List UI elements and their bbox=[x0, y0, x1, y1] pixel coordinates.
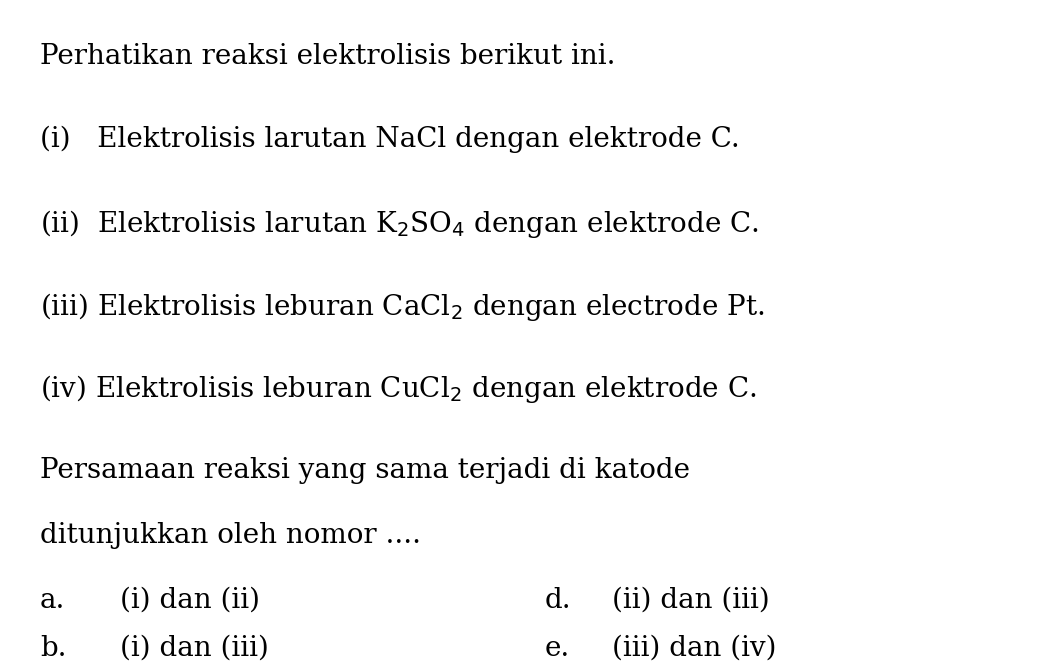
Text: (i) dan (ii): (i) dan (ii) bbox=[120, 587, 261, 614]
Text: b.: b. bbox=[40, 635, 66, 661]
Text: (i)   Elektrolisis larutan NaCl dengan elektrode C.: (i) Elektrolisis larutan NaCl dengan ele… bbox=[40, 126, 739, 153]
Text: Perhatikan reaksi elektrolisis berikut ini.: Perhatikan reaksi elektrolisis berikut i… bbox=[40, 43, 616, 70]
Text: (i) dan (iii): (i) dan (iii) bbox=[120, 635, 269, 661]
Text: d.: d. bbox=[544, 587, 571, 614]
Text: (ii) dan (iii): (ii) dan (iii) bbox=[612, 587, 771, 614]
Text: (iii) Elektrolisis leburan CaCl$_2$ dengan electrode Pt.: (iii) Elektrolisis leburan CaCl$_2$ deng… bbox=[40, 291, 764, 323]
Text: Persamaan reaksi yang sama terjadi di katode: Persamaan reaksi yang sama terjadi di ka… bbox=[40, 457, 690, 485]
Text: (iii) dan (iv): (iii) dan (iv) bbox=[612, 635, 777, 661]
Text: ditunjukkan oleh nomor ....: ditunjukkan oleh nomor .... bbox=[40, 522, 421, 549]
Text: (iv) Elektrolisis leburan CuCl$_2$ dengan elektrode C.: (iv) Elektrolisis leburan CuCl$_2$ denga… bbox=[40, 373, 756, 405]
Text: e.: e. bbox=[544, 635, 570, 661]
Text: a.: a. bbox=[40, 587, 65, 614]
Text: (ii)  Elektrolisis larutan K$_2$SO$_4$ dengan elektrode C.: (ii) Elektrolisis larutan K$_2$SO$_4$ de… bbox=[40, 208, 759, 240]
